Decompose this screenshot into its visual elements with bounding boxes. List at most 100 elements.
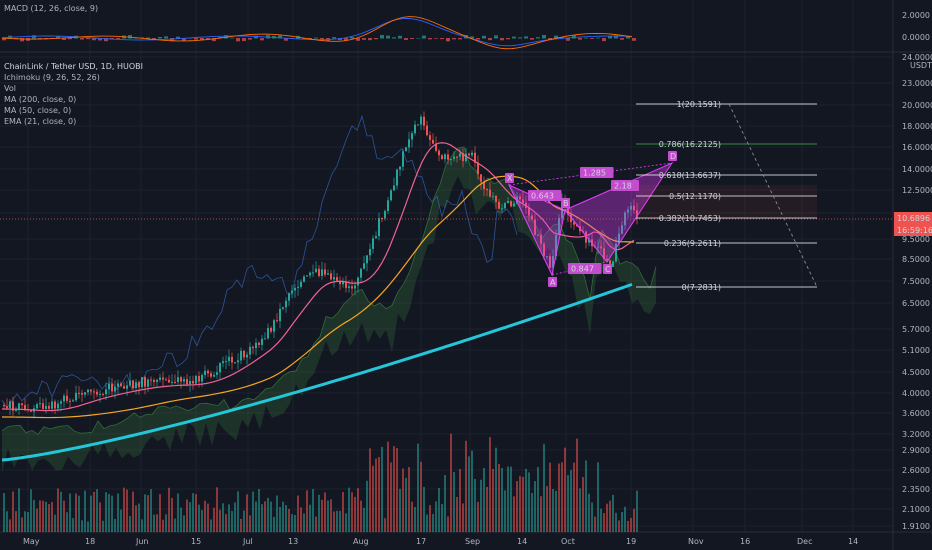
macd-histogram-bar xyxy=(62,38,66,40)
vol-legend[interactable]: Vol xyxy=(4,84,16,93)
candle-body xyxy=(174,381,176,383)
volume-bar xyxy=(249,515,251,532)
macd-histogram-bar xyxy=(284,38,288,41)
candle-body xyxy=(261,338,263,345)
volume-bar xyxy=(552,489,554,532)
volume-bar xyxy=(6,511,8,532)
candle-body xyxy=(45,405,47,409)
macd-histogram-bar xyxy=(602,38,606,42)
macd-histogram-bar xyxy=(440,38,444,40)
volume-bar xyxy=(489,437,491,532)
ichimoku-legend[interactable]: Ichimoku (9, 26, 52, 26) xyxy=(4,73,100,82)
volume-bar xyxy=(390,462,392,532)
candle-body xyxy=(72,400,74,402)
volume-bar xyxy=(585,460,587,532)
candle-body xyxy=(276,320,278,322)
candle-body xyxy=(369,248,371,256)
candle-body xyxy=(444,154,446,160)
volume-bar xyxy=(255,501,257,532)
candle-body xyxy=(195,375,197,384)
candle-body xyxy=(492,195,494,197)
volume-bar xyxy=(474,478,476,532)
volume-bar xyxy=(207,503,209,532)
volume-bar xyxy=(393,446,395,532)
candle-body xyxy=(618,233,620,244)
macd-histogram-bar xyxy=(518,37,522,39)
price-tick-label: 2.3500 xyxy=(902,485,930,494)
candle-body xyxy=(150,379,152,381)
volume-bar xyxy=(417,443,419,532)
candle-body xyxy=(456,156,458,158)
pattern-point-box xyxy=(668,151,677,161)
macd-histogram-bar xyxy=(470,36,474,39)
volume-bar xyxy=(135,505,137,532)
volume-bar xyxy=(87,521,89,532)
fib-level-label: 0.382(10.7453) xyxy=(659,214,721,223)
candle-body xyxy=(108,383,110,390)
volume-bar xyxy=(273,516,275,532)
macd-histogram-bar xyxy=(416,37,420,39)
candle-body xyxy=(588,239,590,243)
volume-bar xyxy=(597,462,599,532)
symbol-legend[interactable]: ChainLink / Tether USD, 1D, HUOBI xyxy=(4,62,143,71)
ma200-line xyxy=(1,282,633,462)
fib-level-label: 1(20.1591) xyxy=(677,100,721,109)
candle-body xyxy=(543,243,545,257)
macd-histogram-bar xyxy=(374,38,378,40)
ma200-legend[interactable]: MA (200, close, 0) xyxy=(4,95,77,104)
ema21-legend[interactable]: EMA (21, close, 0) xyxy=(4,117,77,126)
candle-body xyxy=(213,374,215,377)
fib-zone xyxy=(636,185,817,218)
candle-body xyxy=(270,327,272,332)
candle-body xyxy=(240,350,242,361)
volume-bar xyxy=(327,500,329,532)
candle-body xyxy=(585,231,587,243)
volume-bar xyxy=(258,489,260,532)
volume-bar xyxy=(267,497,269,532)
volume-bar xyxy=(297,495,299,532)
volume-bar xyxy=(60,491,62,532)
fib-level-label: 0.618(13.6637) xyxy=(659,171,721,180)
volume-bar xyxy=(450,433,452,532)
candle-body xyxy=(84,392,86,395)
price-tick-label: 4.5000 xyxy=(902,368,930,377)
time-tick-label: Jul xyxy=(242,537,253,546)
volume-bar xyxy=(519,476,521,532)
volume-bar xyxy=(42,500,44,532)
time-tick-label: Aug xyxy=(353,537,369,546)
macd-histogram-bar xyxy=(476,38,480,40)
volume-bar xyxy=(348,487,350,532)
volume-bar xyxy=(420,461,422,532)
pattern-ratio-label: 0.643 xyxy=(531,192,554,201)
volume-bar xyxy=(183,515,185,532)
candle-body xyxy=(534,219,536,235)
candle-body xyxy=(465,153,467,161)
candle-body xyxy=(39,403,41,405)
candle-body xyxy=(102,393,104,395)
time-tick-label: Sep xyxy=(465,537,480,546)
macd-histogram-bar xyxy=(530,38,534,40)
macd-histogram-bar xyxy=(398,35,402,39)
volume-bar xyxy=(441,504,443,532)
volume-bar xyxy=(633,508,635,532)
macd-histogram-bar xyxy=(56,36,60,39)
candle-body xyxy=(480,174,482,182)
candle-body xyxy=(414,124,416,134)
candle-body xyxy=(462,153,464,161)
ma50-legend[interactable]: MA (50, close, 0) xyxy=(4,106,72,115)
candle-body xyxy=(573,222,575,225)
macd-histogram-bar xyxy=(422,35,426,39)
candle-body xyxy=(69,400,71,402)
macd-legend[interactable]: MACD (12, 26, close, 9) xyxy=(4,4,99,13)
volume-bar xyxy=(567,475,569,532)
volume-bar xyxy=(171,498,173,532)
volume-bar xyxy=(351,492,353,532)
candle-body xyxy=(237,360,239,363)
volume-bar xyxy=(531,493,533,532)
candle-body xyxy=(312,272,314,274)
volume-bar xyxy=(156,514,158,532)
time-tick-label: 18 xyxy=(85,537,95,546)
pattern-point-label: B xyxy=(563,199,569,208)
